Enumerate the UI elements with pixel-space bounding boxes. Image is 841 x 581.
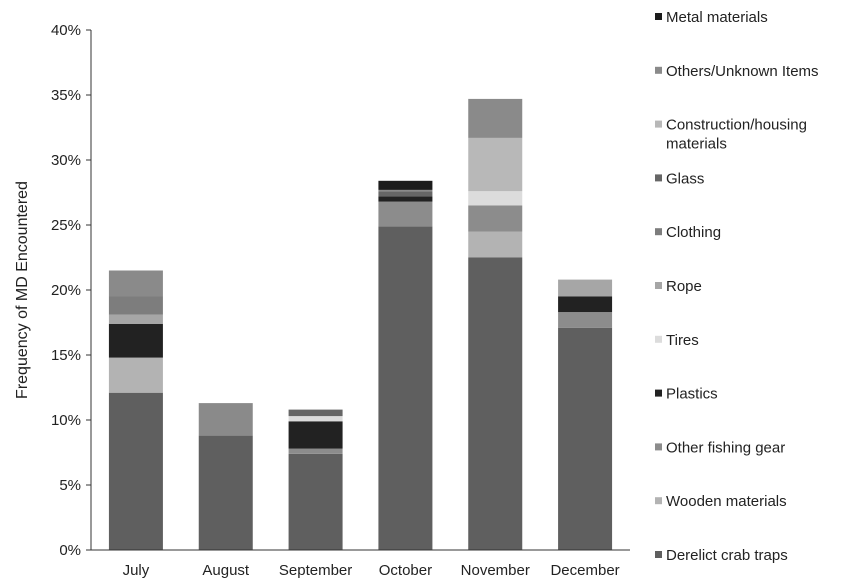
y-tick-label: 10% (51, 412, 81, 429)
legend-item: Other fishing gear (655, 439, 785, 456)
legend-label: Wooden materials (666, 493, 787, 510)
y-tick-label: 20% (51, 282, 81, 299)
bar-segment-glass (378, 191, 433, 197)
legend-item: Rope (655, 278, 702, 295)
bar-segment-other-fishing-gear (288, 448, 343, 454)
legend-label: Rope (666, 278, 702, 295)
y-axis-title: Frequency of MD Encountered (14, 181, 31, 399)
bar-segment-other-fishing-gear (558, 312, 613, 328)
bar-segment-wooden-materials (468, 231, 523, 258)
legend-swatch (655, 551, 662, 558)
legend-label: Derelict crab traps (666, 547, 788, 564)
bar-segment-others-unknown-items (468, 98, 523, 138)
y-tick-label: 30% (51, 152, 81, 169)
legend: Metal materials Others/Unknown Items Const… (655, 9, 819, 564)
legend-label: Tires (666, 332, 699, 349)
x-tick-label: November (461, 562, 530, 579)
y-tick-label: 25% (51, 217, 81, 234)
x-tick-label: December (550, 562, 619, 579)
legend-item: Tires (655, 332, 699, 349)
x-tick-label: July (123, 562, 150, 579)
bar-segment-derelict-crab-traps (378, 226, 433, 551)
bar-segment-tires (288, 416, 343, 422)
legend-item: Wooden materials (655, 493, 787, 510)
bar-segment-others-unknown-items (378, 189, 433, 192)
legend-swatch (655, 497, 662, 505)
y-tick-label: 15% (51, 347, 81, 364)
legend-label: Metal materials (666, 9, 768, 26)
bar-segment-derelict-crab-traps (198, 435, 253, 550)
bar-segment-others-unknown-items (108, 270, 163, 297)
legend-swatch (655, 174, 662, 182)
bar-segment-wooden-materials (108, 357, 163, 393)
legend-label: Other fishing gear (666, 439, 785, 456)
bars (108, 98, 613, 551)
legend-item: Others/Unknown Items (655, 63, 819, 80)
legend-label: Construction/housing (666, 117, 807, 134)
legend-swatch (655, 120, 662, 128)
legend-swatch (655, 282, 662, 289)
bar-segment-glass (288, 409, 343, 417)
legend-label: Others/Unknown Items (666, 63, 819, 80)
legend-item: Metal materials (655, 9, 768, 26)
x-tick-label: August (202, 562, 250, 579)
bar-segment-clothing (108, 296, 163, 315)
bar-segment-other-fishing-gear (378, 201, 433, 227)
bar-segment-metal-materials (378, 180, 433, 190)
bar-segment-plastics (108, 323, 163, 358)
legend-label: materials (666, 136, 727, 153)
y-tick-label: 40% (51, 22, 81, 39)
bar-segment-rope (108, 314, 163, 324)
x-tick-label: September (279, 562, 352, 579)
legend-item: Plastics (655, 386, 718, 403)
legend-swatch (655, 13, 662, 20)
bar-segment-plastics (288, 421, 343, 449)
legend-label: Glass (666, 170, 704, 187)
bar-segment-derelict-crab-traps (558, 327, 613, 550)
bar-segment-rope (558, 279, 613, 297)
legend-label: Clothing (666, 224, 721, 241)
y-tick-label: 0% (59, 542, 81, 559)
legend-label: Plastics (666, 386, 718, 403)
bar-segment-plastics (378, 196, 433, 202)
bar-segment-others-unknown-items (198, 403, 253, 436)
legend-swatch (655, 66, 662, 74)
legend-swatch (655, 228, 662, 236)
legend-swatch (655, 335, 662, 343)
bar-segment-derelict-crab-traps (468, 257, 523, 550)
bar-segment-tires (468, 191, 523, 206)
legend-item: Glass (655, 170, 704, 187)
bar-segment-other-fishing-gear (468, 205, 523, 232)
bar-segment-derelict-crab-traps (288, 453, 343, 550)
y-tick-label: 5% (59, 477, 81, 494)
legend-item: Construction/housing materials (655, 117, 807, 153)
legend-swatch (655, 389, 662, 397)
y-axis: 0% 5% 10% 15% 20% 25% 30% 35% 40% (51, 22, 92, 559)
legend-item: Derelict crab traps (655, 547, 788, 564)
legend-item: Clothing (655, 224, 721, 241)
bar-segment-construction-housing-materials (468, 137, 523, 192)
bar-segment-derelict-crab-traps (108, 392, 163, 550)
bar-segment-plastics (558, 296, 613, 313)
x-axis: July August September October November Decemb… (91, 549, 630, 579)
x-tick-label: October (379, 562, 432, 579)
y-tick-label: 35% (51, 87, 81, 104)
legend-swatch (655, 443, 662, 451)
